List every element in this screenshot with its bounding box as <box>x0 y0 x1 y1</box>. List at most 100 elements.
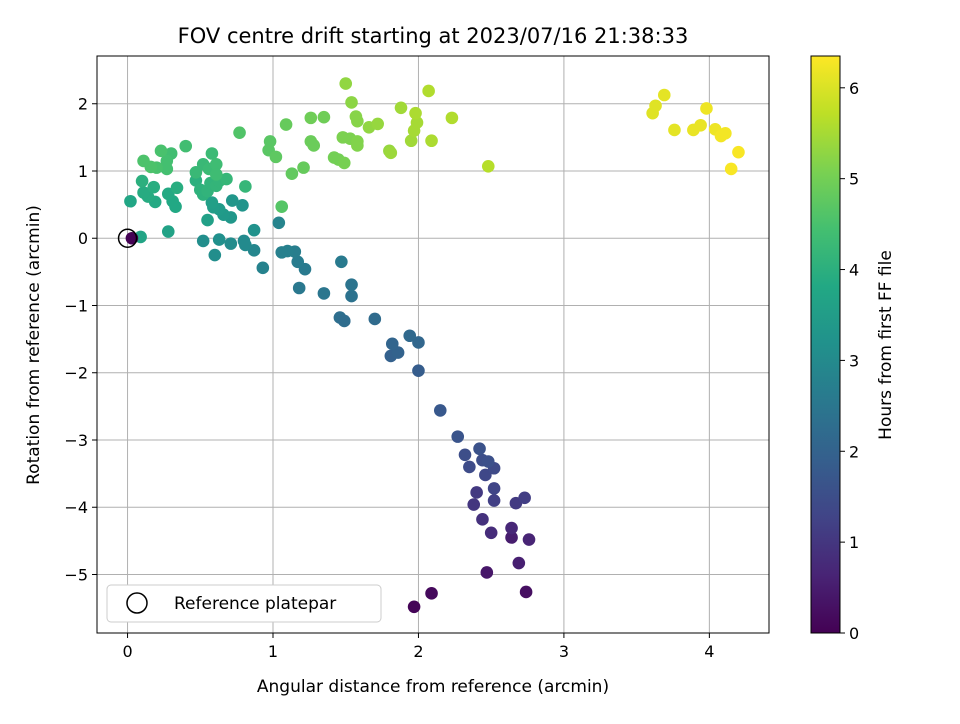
data-point <box>220 172 233 186</box>
y-tick-label: 0 <box>78 229 88 248</box>
data-point <box>345 278 358 291</box>
data-point <box>700 102 713 115</box>
y-tick-label: −5 <box>64 565 88 584</box>
data-point <box>407 600 421 614</box>
data-point <box>124 194 137 208</box>
data-point <box>470 486 483 499</box>
data-point <box>724 162 738 176</box>
y-tick-label: 1 <box>78 162 88 181</box>
data-point <box>161 225 175 238</box>
data-point <box>404 134 418 148</box>
data-point <box>239 180 252 193</box>
data-point <box>349 110 363 123</box>
data-point <box>522 533 536 546</box>
legend-box <box>106 584 382 623</box>
data-point <box>272 216 286 230</box>
data-point <box>487 494 501 507</box>
data-point <box>137 186 150 199</box>
x-tick-label: 0 <box>122 642 132 661</box>
data-point <box>201 213 214 227</box>
colorbar-gradient <box>810 55 841 634</box>
data-point <box>505 521 518 535</box>
data-point <box>275 246 289 259</box>
data-point <box>410 116 424 129</box>
data-point <box>189 166 203 179</box>
data-point <box>233 126 246 139</box>
data-point <box>291 255 305 269</box>
data-point <box>433 404 447 417</box>
data-point <box>275 200 289 213</box>
y-tick-label: −2 <box>64 364 88 383</box>
data-point <box>154 144 168 158</box>
colorbar-tick-label: 2 <box>849 442 859 461</box>
data-point <box>422 84 435 98</box>
data-point <box>304 111 318 125</box>
data-point <box>445 111 459 125</box>
data-point <box>425 134 438 148</box>
reference-platepar-marker <box>117 228 138 248</box>
data-point <box>317 287 331 300</box>
data-point <box>317 110 331 124</box>
y-tick-label: −3 <box>64 431 88 450</box>
data-point <box>512 556 526 570</box>
data-point <box>668 123 681 137</box>
data-point <box>518 491 531 505</box>
data-point <box>339 77 353 90</box>
data-point <box>481 159 495 173</box>
data-point <box>473 442 486 456</box>
data-point <box>179 139 193 153</box>
x-tick-label: 2 <box>413 642 423 661</box>
x-tick-label: 3 <box>559 642 569 661</box>
data-point <box>209 168 223 181</box>
data-point <box>307 139 321 152</box>
legend: Reference platepar <box>106 584 382 623</box>
data-point <box>505 531 518 544</box>
y-axis-ticks: −5 −4 −3 −2 −1 0 1 2 <box>64 95 97 584</box>
data-point <box>337 314 351 328</box>
data-point <box>236 198 249 212</box>
data-point <box>205 147 219 160</box>
data-point <box>135 174 149 188</box>
data-point <box>519 585 533 599</box>
data-point <box>137 154 150 168</box>
data-point <box>409 106 422 120</box>
legend-entry-label: Reference platepar <box>174 594 336 614</box>
data-point <box>225 194 239 207</box>
data-point <box>476 513 489 526</box>
data-point <box>384 146 398 160</box>
data-point <box>170 181 184 195</box>
x-axis-ticks: 0 1 2 3 4 <box>122 633 714 661</box>
data-point <box>351 135 364 148</box>
data-point <box>263 135 277 148</box>
data-point <box>335 255 348 269</box>
colorbar-tick-label: 5 <box>849 170 859 189</box>
data-point <box>147 180 161 194</box>
data-point <box>412 336 425 349</box>
data-point <box>487 482 501 495</box>
data-point <box>481 455 495 468</box>
data-point <box>205 196 219 209</box>
data-point <box>479 468 492 482</box>
colorbar-tick-label: 6 <box>849 79 859 98</box>
colorbar-tick-label: 0 <box>849 624 859 643</box>
y-tick-label: 2 <box>78 95 88 114</box>
colorbar-ticks: 0 1 2 3 4 5 6 <box>840 79 859 643</box>
data-point <box>480 566 494 579</box>
y-axis-label: Rotation from reference (arcmin) <box>24 205 44 485</box>
data-point <box>719 127 732 140</box>
data-point <box>463 460 476 474</box>
data-point <box>458 448 472 462</box>
data-point <box>279 118 293 131</box>
colorbar-tick-label: 1 <box>849 533 859 552</box>
data-point <box>239 238 252 252</box>
data-point <box>467 498 481 511</box>
y-tick-label: −1 <box>64 296 88 315</box>
legend-marker <box>126 592 148 614</box>
data-point <box>256 261 270 275</box>
data-point <box>196 234 210 248</box>
colorbar: 0 1 2 3 4 5 6 Hours from first FF file <box>810 55 896 643</box>
data-point <box>345 289 358 303</box>
data-point <box>292 281 306 295</box>
data-point <box>371 117 385 131</box>
